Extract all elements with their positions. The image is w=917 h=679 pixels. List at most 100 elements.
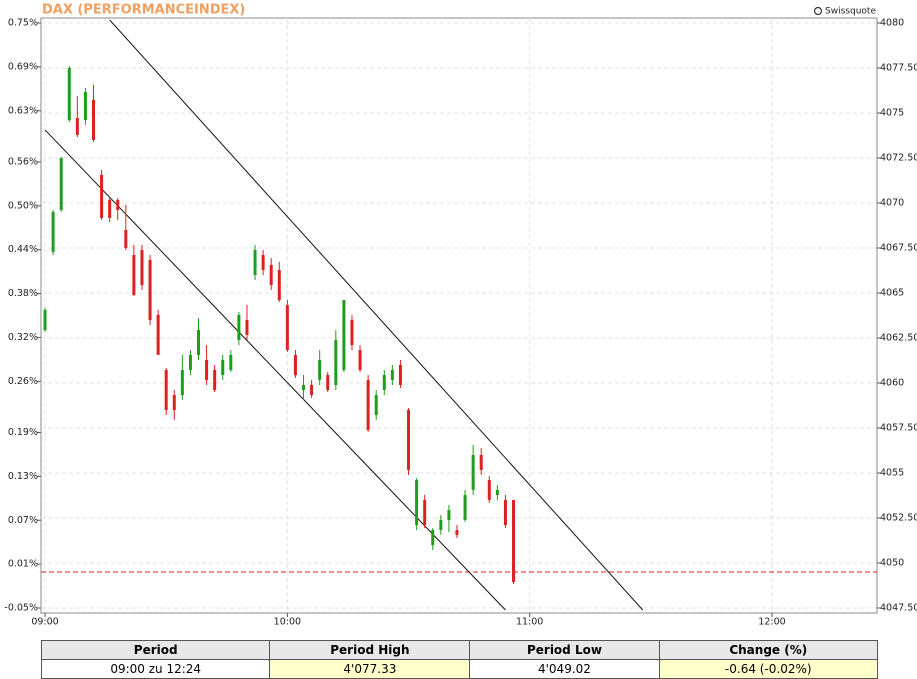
candle-body (471, 455, 475, 490)
header-cell: Change (%) (658, 640, 879, 660)
cell: -0.64 (-0.02%) (658, 659, 879, 679)
candle-body (455, 530, 459, 535)
y-tick-label: 4067.50 (880, 243, 917, 254)
source-logo (813, 6, 823, 16)
y-tick-label: 4077.50 (880, 63, 917, 74)
candle-body (43, 309, 47, 331)
y-tick-label: 4072.50 (880, 153, 917, 164)
y-tick-label: 4062.50 (880, 333, 917, 344)
candle-body (59, 158, 63, 211)
y2-tick-label: 0.32% (8, 332, 38, 343)
candle-body (140, 249, 144, 286)
y2-tick-label: 0.75% (8, 18, 38, 29)
candle-body (261, 255, 265, 270)
y-tick-label: 4065 (880, 288, 904, 299)
trend-line (44, 129, 506, 611)
candle-body (100, 174, 104, 218)
y-tick-label: 4075 (880, 108, 904, 119)
table-row: 09:00 zu 12:24 4'077.33 4'049.02 -0.64 (… (40, 659, 879, 679)
y-tick-label: 4052.50 (880, 513, 917, 524)
header-cell: Period High (269, 640, 471, 660)
cell: 4'077.33 (269, 659, 471, 679)
candle-body (269, 264, 273, 286)
x-tick-label: 10:00 (274, 617, 301, 628)
candle-body (503, 500, 507, 526)
summary-table: Period Period High Period Low Change (%)… (40, 640, 879, 679)
y2-tick-label: 0.07% (8, 515, 38, 526)
candle-body (132, 255, 136, 295)
candle-body (221, 359, 225, 376)
candle-body (245, 320, 249, 335)
y-tick-label: 4055 (880, 468, 904, 479)
candle-body (188, 354, 192, 371)
candle-body (479, 455, 483, 470)
candle-body (358, 350, 362, 371)
candle-body (326, 375, 330, 391)
candle-body (197, 330, 201, 355)
candle-body (382, 375, 386, 391)
candle-body (302, 384, 306, 391)
chart-title: DAX (PERFORMANCEINDEX) (42, 3, 245, 18)
x-tick-label: 11:00 (516, 617, 543, 628)
candle-body (390, 370, 394, 380)
y2-tick-label: 0.19% (8, 427, 38, 438)
plot-area: 4047.50 4050 4052.50 4055 4057.50 4060 4062.50… (4, 18, 917, 628)
candle-body (310, 384, 314, 396)
candle-body (229, 354, 233, 371)
candle-body (237, 314, 241, 340)
source: Swissquote (825, 7, 876, 17)
candle-body (463, 494, 467, 520)
candle-body (398, 365, 402, 385)
y2-tick-label: 0.26% (8, 376, 38, 387)
table-header: Period Period High Period Low Change (%) (40, 640, 879, 660)
candle-body (447, 510, 451, 520)
y-tick-label: 4070 (880, 198, 904, 209)
y2-tick-label: 0.01% (8, 559, 38, 570)
candle-body (75, 118, 79, 135)
y2-tick-label: 0.56% (8, 156, 38, 167)
candle-body (67, 68, 71, 121)
candle-body (164, 370, 168, 410)
candle-body (172, 395, 176, 410)
y2-tick-label: -0.05% (4, 603, 38, 614)
candle-body (51, 212, 55, 252)
cell: 4'049.02 (469, 659, 660, 679)
candle-body (407, 410, 411, 470)
candle-body (83, 91, 87, 121)
candle-body (366, 379, 370, 430)
candle-body (318, 359, 322, 380)
header-cell: Period Low (469, 640, 660, 660)
candle-body (415, 480, 419, 526)
candle-body (156, 314, 160, 355)
y-tick-label: 4050 (880, 558, 904, 569)
y2-tick-label: 0.38% (8, 288, 38, 299)
candle-body (495, 489, 499, 495)
y-tick-label: 4047.50 (880, 603, 917, 614)
x-tick-label: 09:00 (31, 617, 58, 628)
y2-tick-label: 0.44% (8, 244, 38, 255)
y2-tick-label: 0.63% (8, 105, 38, 116)
y-tick-label: 4080 (880, 18, 904, 29)
candle-body (180, 370, 184, 396)
chart: DAX (PERFORMANCEINDEX) Swissquote 4047.5… (4, 3, 917, 628)
header-cell: Period (40, 640, 271, 660)
candle-body (423, 500, 427, 526)
candle-body (108, 199, 112, 218)
candle-body (350, 320, 354, 346)
candle-body (285, 305, 289, 351)
candle-body (213, 370, 217, 391)
cell: 09:00 zu 12:24 (40, 659, 271, 679)
candle-body (342, 300, 346, 371)
y-tick-label: 4060 (880, 378, 904, 389)
candle-body (92, 100, 96, 140)
candle-body (374, 395, 378, 416)
candle-body (116, 199, 120, 211)
candle-body (205, 359, 209, 380)
candle-body (431, 530, 435, 545)
candle-body (277, 269, 281, 301)
y2-tick-label: 0.13% (8, 471, 38, 482)
y-tick-label: 4057.50 (880, 423, 917, 434)
candle-body (439, 519, 443, 531)
y2-tick-label: 0.69% (8, 61, 38, 72)
candle-body (253, 249, 257, 275)
